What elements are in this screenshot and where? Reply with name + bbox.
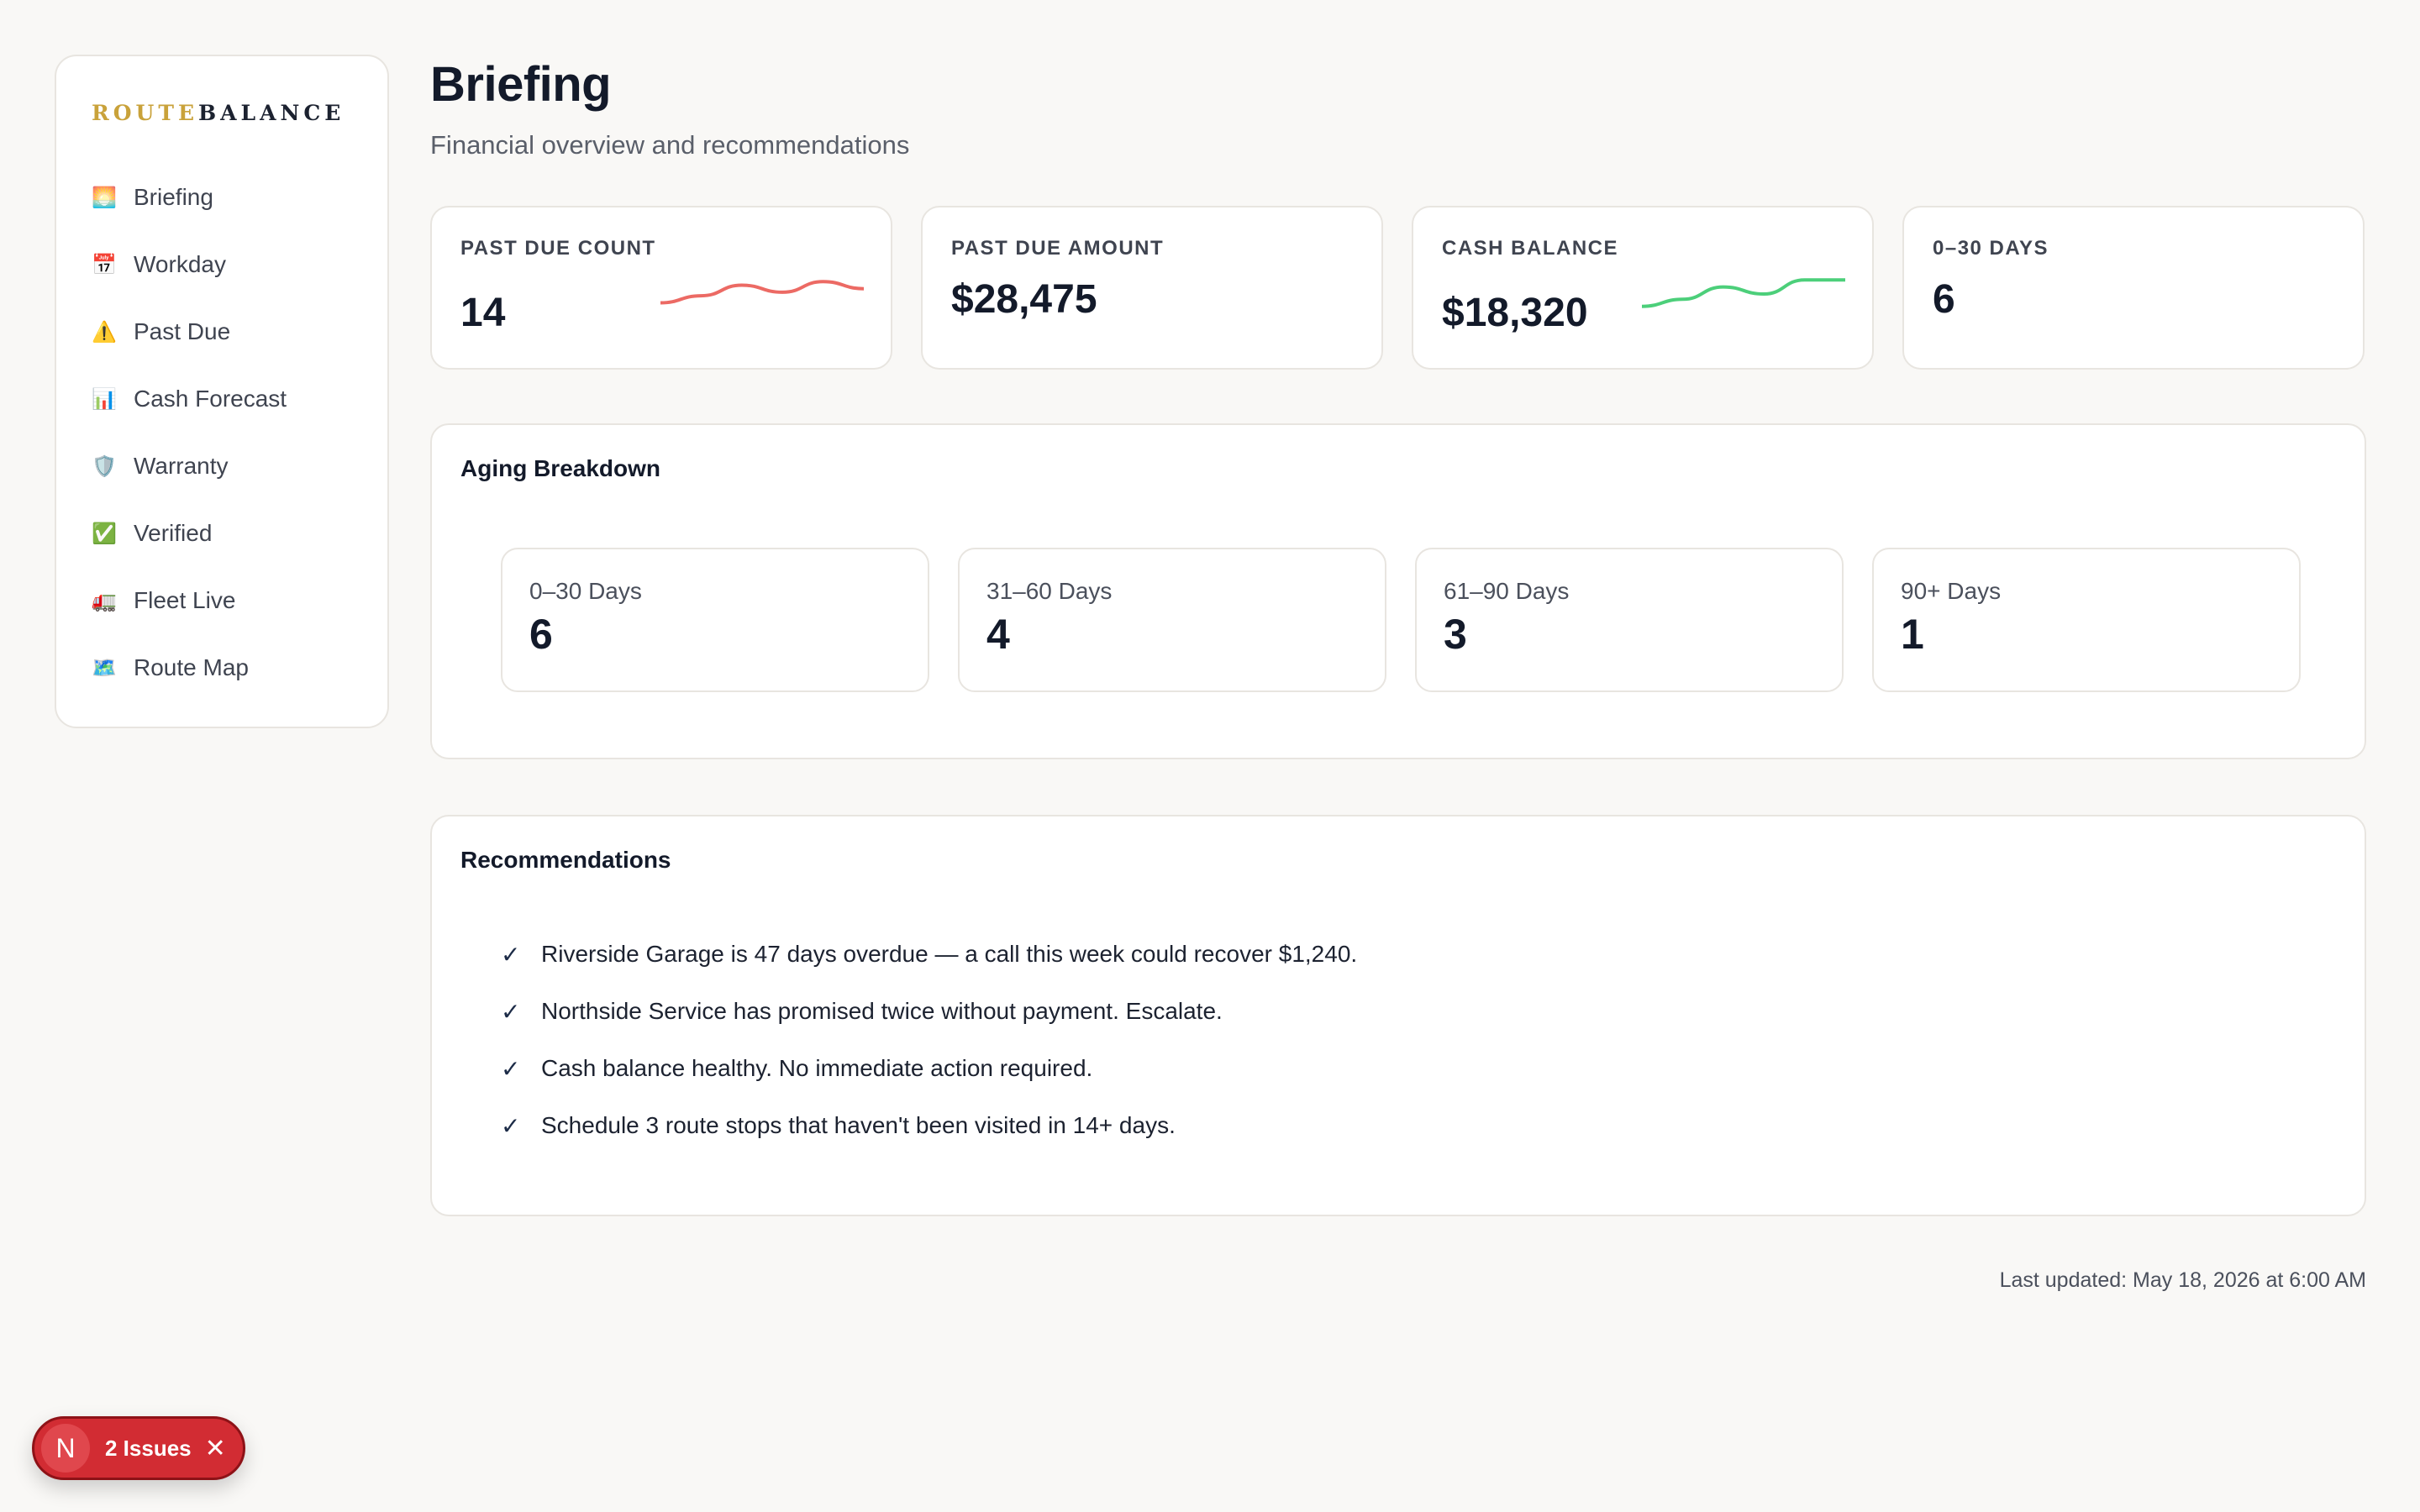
recommendation-item: ✓ Riverside Garage is 47 days overdue — … <box>501 926 2336 983</box>
stat-value: $28,475 <box>951 277 1097 322</box>
sidebar-item-label: Warranty <box>134 453 229 479</box>
sidebar-nav: 🌅 Briefing 📅 Workday ⚠️ Past Due 📊 Cash … <box>90 164 354 701</box>
cash-balance-sparkline <box>1642 278 1845 308</box>
check-icon: ✓ <box>501 997 521 1026</box>
sparkline-path <box>1642 278 1845 308</box>
aging-bucket-0-30: 0–30 Days 6 <box>501 548 929 692</box>
recommendations-title: Recommendations <box>460 847 671 873</box>
sparkline-path <box>660 280 864 305</box>
calendar-icon: 📅 <box>92 253 117 276</box>
brand-logo[interactable]: ROUTEBALANCE <box>92 98 354 129</box>
stat-value: 6 <box>1933 277 1955 322</box>
aging-bucket-61-90: 61–90 Days 3 <box>1415 548 1844 692</box>
sidebar-item-label: Workday <box>134 251 226 277</box>
sidebar-item-verified[interactable]: ✅ Verified <box>90 500 354 567</box>
sunrise-icon: 🌅 <box>92 186 117 209</box>
aging-bucket-90-plus: 90+ Days 1 <box>1872 548 2301 692</box>
main-content: Briefing Financial overview and recommen… <box>430 55 2366 1294</box>
aging-bucket-label: 31–60 Days <box>986 578 1113 604</box>
last-updated: Last updated: May 18, 2026 at 6:00 AM <box>1999 1268 2366 1292</box>
aging-breakdown-title: Aging Breakdown <box>460 455 661 481</box>
past-due-count-sparkline <box>660 280 864 305</box>
sidebar-item-past-due[interactable]: ⚠️ Past Due <box>90 298 354 365</box>
stat-card-0-30-days: 0–30 DAYS 6 <box>1902 206 2365 370</box>
aging-bucket-value: 3 <box>1444 611 1467 658</box>
stat-card-cash-balance: CASH BALANCE $18,320 <box>1412 206 1874 370</box>
aging-bucket-label: 0–30 Days <box>529 578 642 604</box>
issues-badge[interactable]: N 2 Issues ✕ <box>32 1416 245 1480</box>
aging-bucket-value: 6 <box>529 611 553 658</box>
aging-breakdown-panel: Aging Breakdown 0–30 Days 6 31–60 Days 4… <box>430 423 2366 759</box>
sidebar: ROUTEBALANCE 🌅 Briefing 📅 Workday ⚠️ Pas… <box>55 55 389 728</box>
stat-cards: PAST DUE COUNT 14 PAST DUE AMOUNT $28,47… <box>430 206 2366 370</box>
sidebar-item-fleet-live[interactable]: 🚛 Fleet Live <box>90 567 354 634</box>
stat-label: 0–30 DAYS <box>1933 237 2049 260</box>
stat-value: 14 <box>460 291 506 335</box>
warning-icon: ⚠️ <box>92 320 117 344</box>
sidebar-item-label: Past Due <box>134 318 231 344</box>
stat-card-past-due-amount: PAST DUE AMOUNT $28,475 <box>921 206 1383 370</box>
stat-label: PAST DUE COUNT <box>460 237 656 260</box>
check-box-icon: ✅ <box>92 522 117 545</box>
recommendation-item: ✓ Northside Service has promised twice w… <box>501 983 2336 1040</box>
shield-icon: 🛡️ <box>92 454 117 478</box>
aging-bucket-value: 4 <box>986 611 1010 658</box>
page-title: Briefing <box>430 57 612 112</box>
truck-icon: 🚛 <box>92 589 117 612</box>
recommendation-item: ✓ Cash balance healthy. No immediate act… <box>501 1040 2336 1097</box>
sidebar-item-briefing[interactable]: 🌅 Briefing <box>90 164 354 231</box>
sidebar-item-workday[interactable]: 📅 Workday <box>90 231 354 298</box>
recommendations-panel: Recommendations ✓ Riverside Garage is 47… <box>430 815 2366 1216</box>
aging-buckets: 0–30 Days 6 31–60 Days 4 61–90 Days 3 90… <box>501 548 2336 692</box>
sidebar-item-label: Cash Forecast <box>134 386 287 412</box>
aging-bucket-31-60: 31–60 Days 4 <box>958 548 1386 692</box>
issues-avatar: N <box>41 1424 90 1473</box>
recommendation-text: Schedule 3 route stops that haven't been… <box>541 1112 1176 1138</box>
page-subtitle: Financial overview and recommendations <box>430 130 910 160</box>
stat-card-past-due-count: PAST DUE COUNT 14 <box>430 206 892 370</box>
check-icon: ✓ <box>501 940 521 969</box>
stat-label: PAST DUE AMOUNT <box>951 237 1165 260</box>
sidebar-item-warranty[interactable]: 🛡️ Warranty <box>90 433 354 500</box>
sidebar-item-route-map[interactable]: 🗺️ Route Map <box>90 634 354 701</box>
stat-label: CASH BALANCE <box>1442 237 1618 260</box>
map-icon: 🗺️ <box>92 656 117 680</box>
check-icon: ✓ <box>501 1054 521 1083</box>
issues-label: 2 Issues <box>105 1435 192 1461</box>
aging-bucket-label: 90+ Days <box>1901 578 2002 604</box>
close-icon[interactable]: ✕ <box>204 1433 226 1463</box>
recommendation-text: Cash balance healthy. No immediate actio… <box>541 1055 1093 1081</box>
recommendation-item: ✓ Schedule 3 route stops that haven't be… <box>501 1097 2336 1154</box>
stat-value: $18,320 <box>1442 291 1588 335</box>
recommendation-text: Riverside Garage is 47 days overdue — a … <box>541 941 1358 967</box>
sidebar-item-label: Fleet Live <box>134 587 236 613</box>
brand-logo-part1: ROUTE <box>92 101 199 125</box>
bar-chart-icon: 📊 <box>92 387 117 411</box>
sidebar-item-label: Verified <box>134 520 213 546</box>
sidebar-item-cash-forecast[interactable]: 📊 Cash Forecast <box>90 365 354 433</box>
recommendations-list: ✓ Riverside Garage is 47 days overdue — … <box>501 926 2336 1154</box>
recommendation-text: Northside Service has promised twice wit… <box>541 998 1223 1024</box>
aging-bucket-value: 1 <box>1901 611 1924 658</box>
check-icon: ✓ <box>501 1111 521 1140</box>
aging-bucket-label: 61–90 Days <box>1444 578 1570 604</box>
sidebar-item-label: Briefing <box>134 184 213 210</box>
brand-logo-part2: BALANCE <box>198 101 345 125</box>
sidebar-item-label: Route Map <box>134 654 249 680</box>
